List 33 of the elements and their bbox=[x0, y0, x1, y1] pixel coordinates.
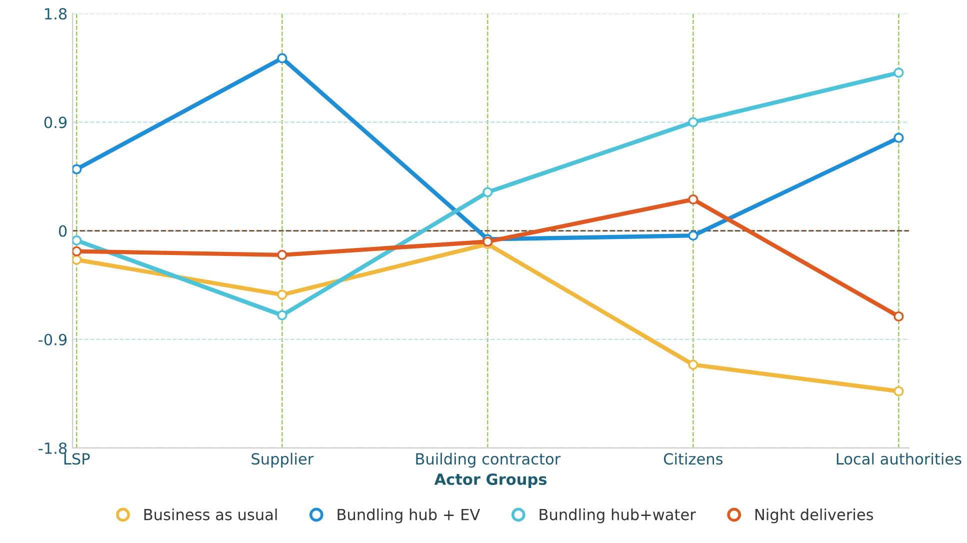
point bbox=[688, 194, 698, 204]
point bbox=[688, 360, 698, 370]
legend-label: Bundling hub + EV bbox=[338, 508, 480, 524]
point bbox=[894, 132, 904, 143]
point bbox=[688, 117, 698, 128]
x-tick-label: Building contractor bbox=[416, 452, 561, 468]
point bbox=[894, 68, 904, 78]
x-axis-title: Actor Groups bbox=[434, 473, 547, 488]
y-tick-label: 1.8 bbox=[45, 8, 67, 20]
point bbox=[277, 250, 288, 260]
y-tick-label: -1.8 bbox=[38, 442, 67, 454]
x-tick-label: Citizens bbox=[664, 452, 723, 465]
y-tick-label: 0 bbox=[58, 225, 67, 237]
legend-label: Night deliveries bbox=[755, 508, 874, 524]
y-tick-label: -0.9 bbox=[38, 334, 67, 346]
legend-label: Business as usual bbox=[144, 508, 277, 520]
y-tick-label: 0.9 bbox=[44, 116, 67, 128]
point bbox=[688, 230, 698, 241]
point bbox=[482, 236, 493, 247]
x-tick-label: LSP bbox=[64, 453, 90, 465]
point bbox=[894, 386, 904, 396]
point bbox=[482, 187, 493, 198]
x-tick-label: Supplier bbox=[252, 452, 314, 468]
x-tick-label: Local authorities bbox=[836, 452, 962, 465]
point bbox=[894, 311, 904, 322]
legend-label: Bundling hub+water bbox=[540, 508, 696, 524]
point bbox=[72, 235, 82, 246]
point bbox=[277, 53, 288, 64]
point bbox=[277, 310, 288, 320]
point bbox=[72, 246, 82, 256]
point bbox=[72, 164, 82, 174]
point bbox=[277, 290, 288, 300]
point bbox=[72, 254, 82, 265]
